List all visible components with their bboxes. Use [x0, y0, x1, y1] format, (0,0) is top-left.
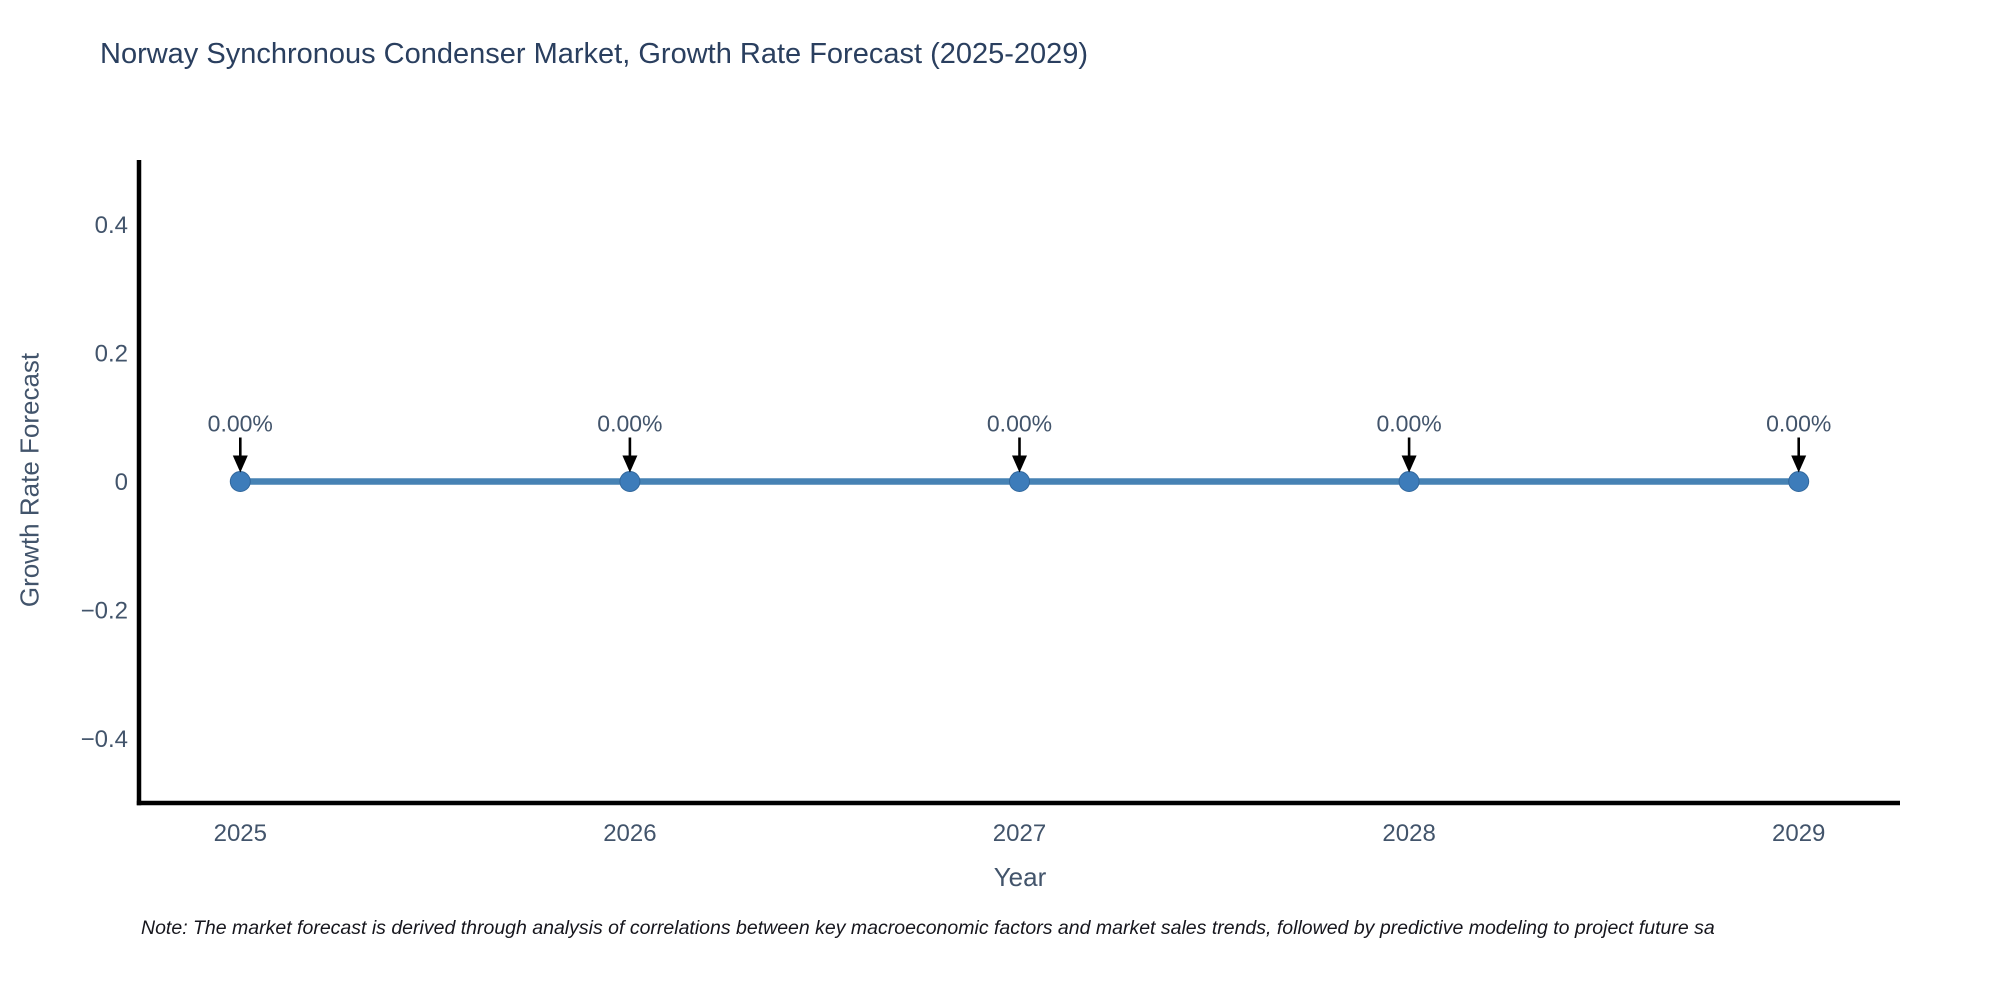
annotation-label: 0.00% [987, 411, 1052, 437]
x-axis-title: Year [993, 862, 1047, 892]
data-point-2028[interactable] [1398, 471, 1420, 492]
data-point-2029[interactable] [1788, 471, 1810, 492]
y-tick-label: 0.4 [95, 212, 128, 239]
annotation-label: 0.00% [1376, 411, 1441, 437]
annotation-label: 0.00% [597, 411, 662, 437]
annotation-arrowhead [1401, 455, 1417, 473]
y-tick-label: −0.4 [81, 726, 128, 753]
data-point-2026[interactable] [619, 471, 641, 492]
annotation-arrowhead [1791, 455, 1807, 473]
y-tick-label: 0 [115, 469, 128, 496]
x-tick-label: 2026 [603, 820, 656, 847]
annotation-arrowhead [1012, 455, 1027, 473]
y-tick-label: 0.2 [95, 340, 128, 367]
footnote: Note: The market forecast is derived thr… [141, 917, 1715, 939]
y-tick-label: −0.2 [81, 598, 128, 625]
annotation-label: 0.00% [208, 411, 273, 437]
x-tick-label: 2028 [1382, 820, 1435, 847]
chart-title: Norway Synchronous Condenser Market, Gro… [100, 38, 1089, 70]
x-tick-label: 2025 [214, 820, 267, 847]
annotation-arrowhead [622, 455, 638, 473]
annotation-arrowhead [232, 455, 248, 473]
x-tick-label: 2027 [993, 820, 1046, 847]
data-point-2025[interactable] [229, 471, 251, 492]
x-tick-label: 2029 [1772, 820, 1825, 847]
annotation-label: 0.00% [1766, 411, 1831, 437]
y-axis-title: Growth Rate Forecast [14, 352, 45, 608]
data-point-2027[interactable] [1009, 471, 1030, 492]
